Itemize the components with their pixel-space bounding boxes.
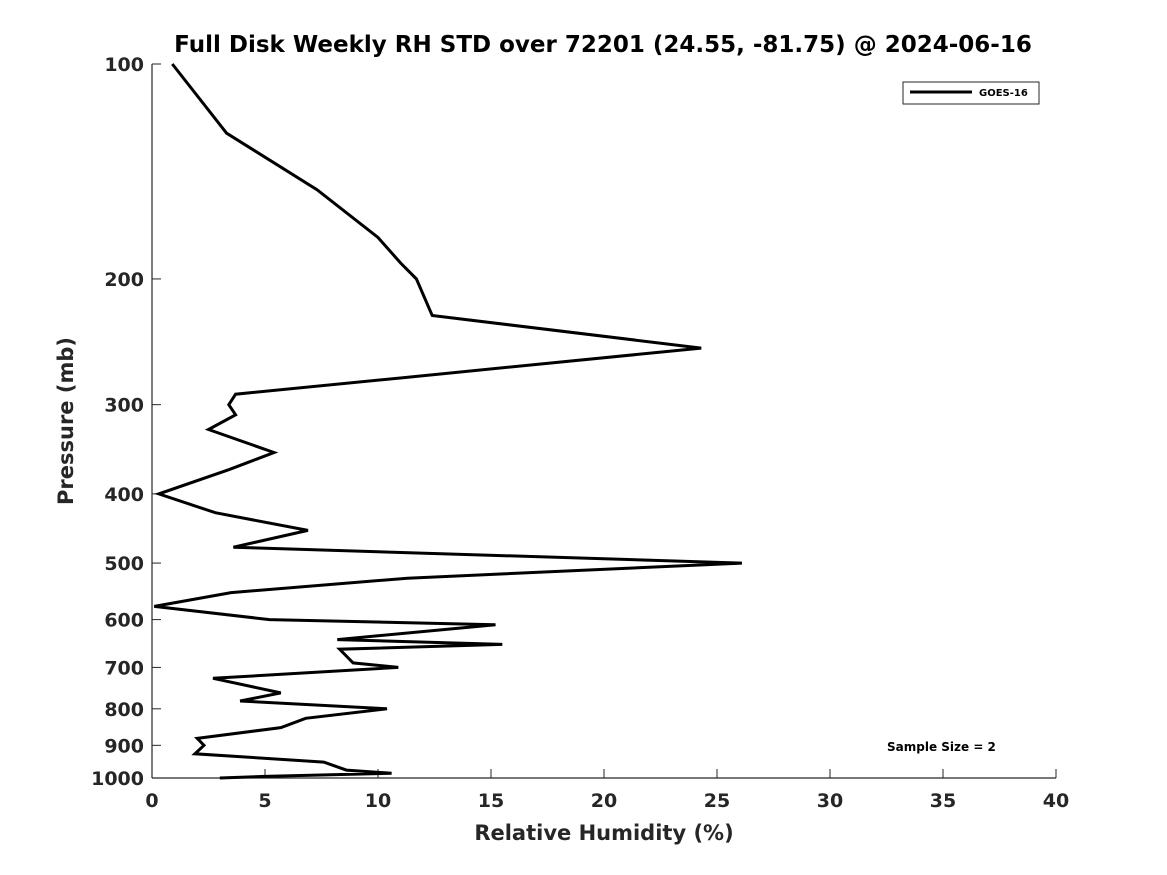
x-ticks: 0 5 10 15 20 25 30 35 40 <box>145 769 1069 812</box>
y-tick-label: 700 <box>104 657 144 679</box>
y-tick-label: 600 <box>104 610 144 632</box>
x-tick-label: 20 <box>591 790 617 812</box>
x-tick-label: 25 <box>704 790 730 812</box>
sample-size-annotation: Sample Size = 2 <box>887 740 996 754</box>
y-tick-label: 400 <box>104 484 144 506</box>
x-tick-label: 30 <box>817 790 843 812</box>
y-tick-label: 100 <box>104 54 144 76</box>
series-line-goes-16 <box>154 63 742 780</box>
legend: GOES-16 <box>902 81 1040 105</box>
y-axis-label: Pressure (mb) <box>54 337 78 505</box>
x-tick-label: 10 <box>365 790 391 812</box>
x-axis-label: Relative Humidity (%) <box>474 821 733 845</box>
plot-area <box>152 64 1056 778</box>
x-tick-label: 40 <box>1043 790 1069 812</box>
y-ticks: 100 200 300 400 500 600 700 800 900 1000 <box>91 54 161 790</box>
series-layer <box>154 63 742 780</box>
y-tick-label: 1000 <box>91 768 144 790</box>
x-tick-label: 15 <box>478 790 504 812</box>
x-tick-label: 35 <box>930 790 956 812</box>
x-tick-label: 0 <box>145 790 158 812</box>
y-tick-label: 200 <box>104 269 144 291</box>
chart-title: Full Disk Weekly RH STD over 72201 (24.5… <box>174 32 1032 58</box>
legend-entry-goes-16: GOES-16 <box>979 88 1028 99</box>
x-tick-label: 5 <box>258 790 271 812</box>
y-tick-label: 900 <box>104 735 144 757</box>
y-tick-label: 300 <box>104 395 144 417</box>
plot-axes <box>151 64 1056 779</box>
y-tick-label: 800 <box>104 699 144 721</box>
y-tick-label: 500 <box>104 553 144 575</box>
